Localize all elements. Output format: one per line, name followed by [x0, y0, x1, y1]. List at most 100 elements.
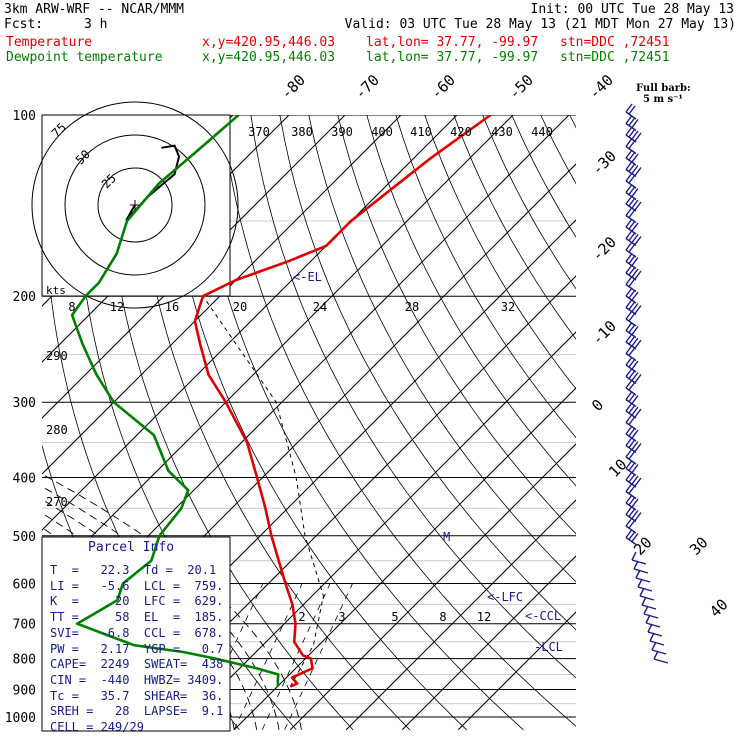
wind-barb-low	[649, 632, 665, 646]
speed-label: 28	[405, 300, 419, 314]
barb-feather	[631, 199, 639, 209]
barb-feather	[634, 374, 642, 383]
barb-feather	[628, 209, 636, 218]
barb-staff	[625, 536, 637, 546]
barb-feather	[628, 393, 636, 402]
barb-feather	[625, 161, 633, 170]
isotherm-line	[42, 115, 402, 475]
parcel-row: PW = 2.17 YGP = 0.7	[50, 641, 224, 656]
barb-feather	[631, 551, 637, 561]
barb-feather	[631, 119, 639, 128]
theta-label: 430	[491, 125, 513, 139]
isotherm-line	[401, 555, 576, 731]
dewpoint-line	[70, 115, 280, 687]
barb-feather	[625, 149, 633, 159]
wind-barb	[625, 218, 639, 235]
barb-feather	[628, 473, 636, 483]
barb-feather	[628, 266, 636, 276]
dry-adiabat	[424, 115, 576, 390]
barb-feather	[628, 255, 636, 264]
barb-feather	[625, 448, 633, 458]
theta-label: 390	[331, 125, 353, 139]
isotherm-label: -50	[505, 71, 537, 103]
speed-label: 20	[233, 300, 247, 314]
mixing-ratio-label: 12	[477, 610, 491, 624]
wind-barb	[625, 391, 639, 408]
isotherm-line	[457, 611, 576, 731]
barb-feather	[631, 268, 639, 278]
barb-feather	[625, 437, 633, 446]
speed-label: 24	[313, 300, 327, 314]
barb-feather	[631, 165, 639, 174]
parcel-row: CELL = 249/29	[50, 720, 144, 734]
theta-label: 420	[450, 125, 472, 139]
barb-staff	[633, 568, 649, 574]
wind-barb-low	[637, 578, 653, 592]
isotherm-label: -80	[277, 71, 309, 103]
barb-feather	[628, 324, 636, 333]
barb-feather	[641, 596, 647, 606]
dry-adiabat	[726, 88, 740, 730]
barb-feather	[628, 243, 636, 253]
isotherm-line	[42, 115, 346, 419]
dry-adiabat	[308, 115, 576, 583]
barb-feather	[643, 605, 649, 615]
barb-feather	[628, 197, 636, 207]
barb-feather	[625, 529, 633, 538]
wind-barb	[625, 494, 639, 511]
wind-barb-low	[651, 641, 667, 655]
barb-feather	[631, 372, 639, 381]
barb-feather	[628, 427, 636, 437]
barb-feather	[631, 533, 639, 542]
dry-adiabat	[192, 115, 524, 731]
dry-adiabat	[337, 115, 576, 535]
barb-feather	[625, 483, 633, 492]
wind-barb	[625, 506, 642, 523]
pressure-label-300: 300	[13, 396, 36, 411]
barb-feather	[625, 287, 633, 297]
parcel-row: TT = 58 EL = 185.	[50, 610, 224, 625]
valid-time: Valid: 03 UTC Tue 28 May 13 (21 MDT Mon …	[344, 17, 736, 32]
barb-feather	[628, 232, 636, 241]
model-title: 3km ARW-WRF -- NCAR/MMM	[4, 2, 185, 17]
wind-barb-low	[633, 560, 649, 574]
barb-feather	[631, 498, 639, 508]
isotherm-line	[42, 115, 514, 587]
barb-feather	[628, 531, 636, 540]
temperature-station: stn=DDC ,72451	[560, 35, 670, 50]
theta-label: 380	[291, 125, 313, 139]
barb-staff	[631, 559, 647, 565]
forecast-label: Fcst:	[4, 17, 44, 32]
isotherm-label: -70	[351, 71, 383, 103]
barb-feather	[625, 471, 633, 481]
theta-left-label: 280	[46, 423, 68, 437]
barb-feather	[631, 257, 639, 266]
wind-barb-low	[653, 650, 669, 664]
theta-left-label: 270	[46, 495, 68, 509]
isotherm-label: 30	[686, 533, 712, 559]
barb-feather	[625, 103, 633, 113]
barb-feather	[625, 195, 633, 205]
pressure-label-500: 500	[13, 530, 36, 545]
barb-staff	[635, 577, 651, 583]
barb-feather	[625, 425, 633, 435]
barb-feather	[634, 167, 642, 176]
mixing-ratio-line	[233, 583, 303, 730]
parcel-info-title: Parcel Info	[88, 540, 175, 555]
barb-feather	[628, 462, 636, 471]
level-marker: <-LFC	[487, 590, 523, 604]
barb-feather	[635, 569, 641, 579]
barb-feather	[631, 464, 639, 473]
barb-feather	[628, 416, 636, 425]
dry-adiabat	[221, 115, 576, 727]
barb-feather	[634, 443, 642, 452]
speed-label: 12	[110, 300, 124, 314]
wind-barb	[625, 149, 639, 166]
barb-feather	[625, 184, 633, 193]
barb-staff	[637, 586, 653, 592]
barb-feather	[628, 370, 636, 379]
barb-feather	[628, 163, 636, 172]
hodo-units-label: kts	[46, 284, 66, 297]
barb-feather	[631, 234, 639, 243]
